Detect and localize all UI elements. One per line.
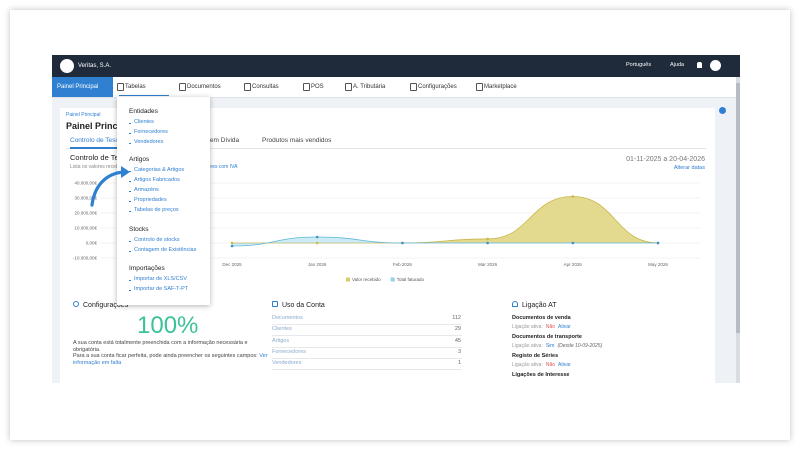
at-status-row: Ligação ativa: Sim (Desde 10-09-2025) [512, 344, 605, 349]
nav-item[interactable]: Consultas [252, 84, 279, 90]
missing-info-link[interactable]: Ver informação em falta [73, 353, 268, 367]
nav-icon [179, 83, 186, 91]
nav-item[interactable]: POS [311, 84, 324, 90]
bell-icon[interactable] [697, 62, 702, 68]
dropdown-item[interactable]: Importar de XLS/CSV [129, 276, 187, 283]
dropdown-item[interactable]: Controlo de stocks [129, 237, 180, 244]
nav-icon [303, 83, 310, 91]
at-item-title: Documentos de venda [512, 315, 571, 321]
at-status-row: Ligação ativa: Não Ativar [512, 363, 574, 368]
usage-title: Uso da Conta [282, 302, 325, 309]
tab-active[interactable]: Controlo de Tesouraria [70, 137, 136, 144]
top-bar: Veritas, S.A. Português Ajuda [52, 55, 740, 77]
usage-count: 29 [454, 326, 461, 333]
company-name[interactable]: Veritas, S.A. [78, 63, 112, 69]
at-label: Ligação ativa: [512, 343, 543, 349]
dropdown-item[interactable]: Importar de SAF-T-PT [129, 286, 188, 293]
dropdown-item[interactable]: Tabelas de preços [129, 207, 179, 214]
usage-label[interactable]: Artigos [272, 337, 290, 344]
tab-underline [70, 147, 140, 149]
at-status-row: Ligação ativa: Não Ativar [512, 325, 574, 330]
change-dates[interactable]: Alterar datas [673, 165, 705, 171]
at-item-title: Ligações de Interesse [512, 372, 570, 378]
usage-count: 112 [452, 315, 461, 321]
nav-underline [119, 95, 169, 97]
scroll-thumb[interactable] [736, 83, 740, 333]
gear-icon [73, 301, 79, 307]
usage-label[interactable]: Fornecedores [272, 348, 306, 355]
nav-item[interactable]: Marketplace [484, 84, 517, 90]
at-status: Sim [545, 343, 555, 349]
usage-count: 3 [457, 348, 461, 355]
scrollbar [736, 77, 740, 383]
config-hint: Para a sua conta ficar perfeita, pode ai… [73, 353, 268, 367]
usage-count: 1 [457, 360, 461, 367]
dropdown-item[interactable]: Fornecedores [129, 129, 168, 136]
tab[interactable]: Produtos mais vendidos [262, 137, 332, 144]
at-title: Ligação AT [522, 302, 557, 309]
nav-item[interactable]: Painel Principal [57, 84, 99, 90]
info-button[interactable] [719, 107, 726, 114]
at-action[interactable]: Ativar [558, 324, 571, 330]
nav-bar [52, 77, 740, 98]
at-label: Ligação ativa: [512, 362, 543, 368]
dropdown-item[interactable]: Artigos Fabricados [129, 177, 180, 184]
nav-active-bg [52, 77, 113, 97]
dropdown-item[interactable]: Categorias & Artigos [129, 167, 184, 174]
nav-icon [117, 83, 124, 91]
tabs-divider [66, 148, 706, 149]
dropdown-section-title: Stocks [129, 226, 149, 233]
config-text: A sua conta está totalmente preenchida c… [73, 340, 248, 354]
company-logo[interactable] [60, 59, 74, 73]
at-item-title: Registo de Séries [512, 353, 559, 359]
at-status: Não [545, 362, 556, 368]
config-percent: 100% [137, 312, 199, 339]
dropdown-item[interactable]: Contagem de Existências [129, 247, 196, 254]
usage-label[interactable]: Vendedores [272, 360, 302, 367]
usage-divider [272, 369, 462, 371]
nav-icon [410, 83, 417, 91]
usage-divider [272, 324, 462, 325]
usage-icon [272, 301, 278, 307]
usage-divider [272, 346, 462, 348]
usage-divider [272, 357, 462, 359]
page-title: Painel Principal [66, 121, 134, 131]
nav-icon [244, 83, 251, 91]
date-range: 01-11-2025 a 20-04-2026 [626, 156, 705, 163]
usage-divider [272, 335, 462, 337]
breadcrumb[interactable]: Painel Principal [66, 112, 101, 118]
nav-icon [345, 83, 352, 91]
nav-icon [476, 83, 483, 91]
vat-note[interactable]: Valores com IVA [200, 164, 238, 170]
config-title: Configurações [83, 302, 129, 309]
at-label: Ligação ativa: [512, 324, 543, 330]
language[interactable]: Português [626, 62, 652, 68]
dropdown-section-title: Artigos [129, 156, 150, 163]
config-hint-text: Para a sua conta ficar perfeita, pode ai… [73, 353, 258, 359]
nav-item[interactable]: A. Tributária [353, 84, 386, 90]
tables-dropdown: Entidades Clientes Fornecedores Vendedores A… [117, 97, 210, 305]
user-avatar[interactable] [710, 60, 721, 71]
dropdown-item[interactable]: Vendedores [129, 139, 163, 146]
nav-item[interactable]: Documentos [187, 84, 221, 90]
at-icon [512, 301, 518, 307]
usage-label[interactable]: Clientes [272, 326, 292, 333]
nav-item[interactable]: Tabelas [125, 84, 146, 90]
at-action[interactable]: Ativar [558, 362, 571, 368]
dropdown-item[interactable]: Clientes [129, 119, 154, 126]
help[interactable]: Ajuda [670, 62, 685, 68]
dropdown-section-title: Entidades [129, 108, 158, 115]
at-action: (Desde 10-09-2025) [557, 343, 603, 349]
usage-count: 45 [454, 337, 461, 344]
tab[interactable]: Montante em Dívida [181, 137, 240, 144]
dropdown-section-title: Importações [129, 265, 165, 272]
at-status: Não [545, 324, 556, 330]
dropdown-item[interactable]: Armazéns [129, 187, 159, 194]
at-item-title: Documentos de transporte [512, 334, 582, 340]
nav-item[interactable]: Configurações [418, 84, 457, 90]
chart-title: Controlo de Tesouraria [70, 153, 146, 162]
usage-label[interactable]: Documentos [272, 315, 303, 321]
dropdown-item[interactable]: Propriedades [129, 197, 167, 204]
